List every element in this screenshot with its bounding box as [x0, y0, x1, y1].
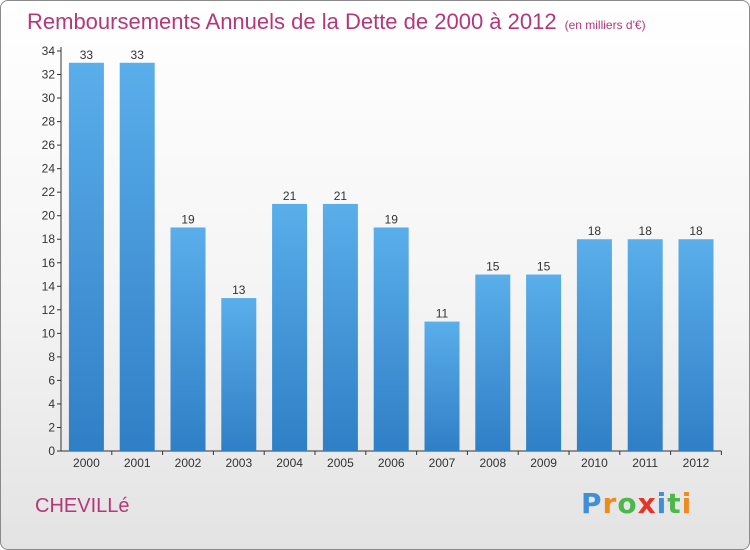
bar-value-label: 15	[486, 260, 500, 274]
bar	[322, 203, 358, 451]
x-tick-label: 2000	[73, 456, 100, 470]
logo-letter: t	[667, 487, 682, 520]
chart-title: Remboursements Annuels de la Dette de 20…	[27, 9, 646, 35]
y-tick-label: 24	[42, 162, 56, 176]
bar	[170, 227, 206, 451]
bar	[272, 203, 308, 451]
bar-value-label: 21	[283, 189, 297, 203]
x-tick-label: 2002	[175, 456, 202, 470]
bar	[678, 239, 714, 451]
x-tick-label: 2007	[429, 456, 456, 470]
bar-value-label: 18	[689, 224, 703, 238]
x-tick-label: 2011	[632, 456, 658, 470]
x-tick-label: 2008	[479, 456, 506, 470]
x-tick-label: 2001	[124, 456, 151, 470]
y-tick-label: 18	[42, 232, 56, 246]
bar-value-label: 13	[232, 283, 246, 297]
bar-value-label: 15	[537, 260, 551, 274]
bar-value-label: 19	[385, 212, 399, 226]
bar	[373, 227, 409, 451]
bar-value-label: 33	[131, 48, 145, 62]
x-tick-label: 2003	[225, 456, 252, 470]
bar-value-label: 33	[80, 48, 94, 62]
x-tick-label: 2012	[683, 456, 710, 470]
logo-letter: o	[617, 487, 638, 520]
y-tick-label: 16	[42, 256, 56, 270]
title-unit: (en milliers d'€)	[564, 18, 646, 32]
logo-letter: i	[656, 487, 668, 520]
logo-letter: P	[581, 487, 603, 520]
y-tick-label: 6	[48, 373, 55, 387]
logo-letter: i	[681, 487, 693, 520]
bar-value-label: 21	[334, 189, 348, 203]
y-tick-label: 20	[42, 209, 56, 223]
y-tick-label: 34	[42, 44, 56, 58]
bar	[221, 298, 257, 451]
y-tick-label: 22	[42, 185, 56, 199]
y-tick-label: 30	[42, 91, 56, 105]
place-name: CHEVILLé	[35, 495, 130, 517]
y-tick-label: 10	[42, 326, 56, 340]
proxiti-logo: Proxiti	[581, 487, 692, 520]
y-tick-label: 28	[42, 115, 56, 129]
bar	[119, 62, 155, 451]
bar	[576, 239, 612, 451]
bar-value-label: 18	[588, 224, 602, 238]
y-tick-label: 4	[48, 397, 55, 411]
bar-value-label: 11	[436, 307, 449, 321]
bar-value-label: 18	[639, 224, 653, 238]
y-tick-label: 0	[48, 444, 55, 458]
y-tick-label: 12	[42, 303, 56, 317]
logo-letter: x	[637, 487, 657, 520]
y-tick-label: 26	[42, 138, 56, 152]
bar	[526, 274, 562, 451]
y-tick-label: 2	[48, 420, 55, 434]
y-tick-label: 32	[42, 68, 56, 82]
bar	[627, 239, 663, 451]
logo-letter: r	[602, 487, 618, 520]
x-tick-label: 2004	[276, 456, 303, 470]
x-tick-label: 2006	[378, 456, 405, 470]
x-tick-label: 2009	[530, 456, 557, 470]
bar	[475, 274, 511, 451]
y-tick-label: 8	[48, 350, 55, 364]
y-tick-label: 14	[42, 279, 56, 293]
x-tick-label: 2010	[581, 456, 608, 470]
title-text: Remboursements Annuels de la Dette de 20…	[27, 9, 557, 34]
x-tick-label: 2005	[327, 456, 354, 470]
bar	[424, 321, 460, 451]
bar	[68, 62, 104, 451]
bar-value-label: 19	[181, 212, 195, 226]
